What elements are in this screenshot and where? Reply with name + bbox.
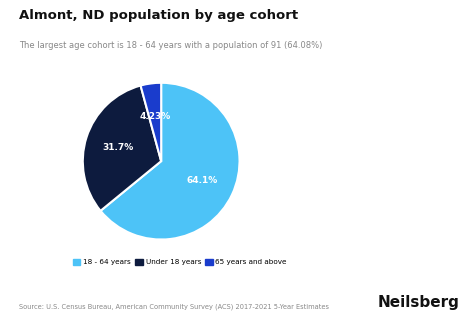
Legend: 18 - 64 years, Under 18 years, 65 years and above: 18 - 64 years, Under 18 years, 65 years … — [70, 256, 290, 268]
Text: Almont, ND population by age cohort: Almont, ND population by age cohort — [19, 9, 298, 22]
Wedge shape — [100, 83, 239, 240]
Wedge shape — [141, 83, 161, 161]
Text: The largest age cohort is 18 - 64 years with a population of 91 (64.08%): The largest age cohort is 18 - 64 years … — [19, 41, 322, 50]
Text: 31.7%: 31.7% — [102, 143, 134, 152]
Wedge shape — [83, 86, 161, 211]
Text: Source: U.S. Census Bureau, American Community Survey (ACS) 2017-2021 5-Year Est: Source: U.S. Census Bureau, American Com… — [19, 303, 329, 310]
Text: Neilsberg: Neilsberg — [378, 295, 460, 310]
Text: 64.1%: 64.1% — [187, 176, 218, 185]
Text: 4.23%: 4.23% — [139, 112, 171, 121]
